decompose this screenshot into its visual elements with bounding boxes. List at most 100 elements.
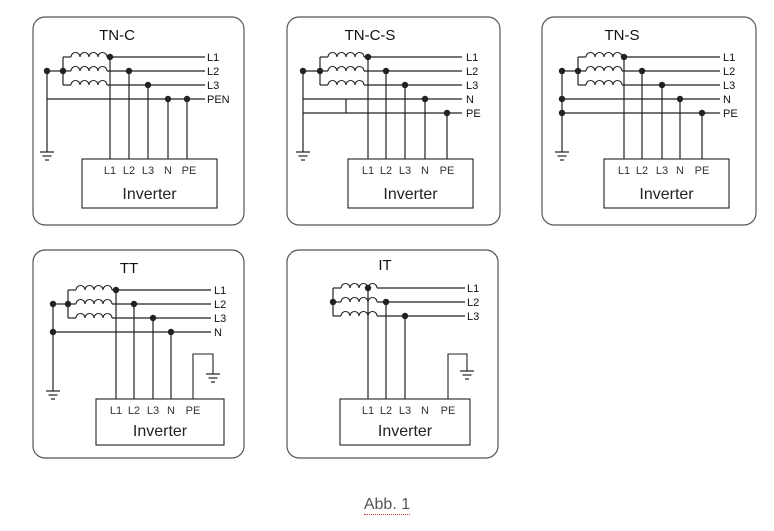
- inverter-box: [95, 398, 225, 446]
- junction-dot: [164, 95, 172, 103]
- panel-it: IT L1 L2 L3 L1 L2 L3 N PE Inverter: [286, 249, 499, 459]
- line-label: N: [466, 94, 474, 106]
- line-label: N: [723, 94, 731, 106]
- terminal-label: L3: [142, 165, 154, 177]
- terminal-label: L3: [147, 405, 159, 417]
- transformer-coil-icon: [327, 79, 365, 86]
- inverter-box: [603, 158, 730, 209]
- panel-tn-c: TN-C L1 L2 L3 PEN L1 L2 L3 N PE Inverter: [32, 16, 245, 226]
- inverter-box: [81, 158, 218, 209]
- transformer-coil-icon: [70, 79, 108, 86]
- junction-dot: [167, 328, 175, 336]
- line-label: L1: [467, 283, 479, 295]
- junction-dot: [144, 81, 152, 89]
- junction-dot: [125, 67, 133, 75]
- transformer-coil-icon: [327, 65, 365, 72]
- terminal-label: L2: [128, 405, 140, 417]
- panel-title: TN-C: [99, 27, 135, 44]
- junction-dot: [130, 300, 138, 308]
- terminal-label: PE: [695, 165, 710, 177]
- terminal-label: N: [167, 405, 175, 417]
- junction-dot: [558, 95, 566, 103]
- transformer-coil-icon: [75, 298, 113, 305]
- terminal-label: N: [164, 165, 172, 177]
- junction-dot: [558, 109, 566, 117]
- terminal-label: PE: [182, 165, 197, 177]
- panel-tt: TT L1 L2 L3 N L1 L2 L3 N PE Inverter: [32, 249, 245, 459]
- junction-dot: [382, 298, 390, 306]
- junction-dot: [112, 286, 120, 294]
- transformer-coil-icon: [75, 284, 113, 291]
- pe-earth-wire: [447, 353, 468, 399]
- line-label: L1: [466, 52, 478, 64]
- line-label: L2: [723, 66, 735, 78]
- terminal-label: L3: [399, 405, 411, 417]
- terminal-label: L2: [636, 165, 648, 177]
- line-label: L1: [207, 52, 219, 64]
- transformer-coil-icon: [70, 51, 108, 58]
- junction-dot: [364, 284, 372, 292]
- line-label: L3: [207, 80, 219, 92]
- terminal-label: L3: [656, 165, 668, 177]
- terminal-label: PE: [440, 165, 455, 177]
- line-label: L1: [723, 52, 735, 64]
- line-label: PE: [723, 108, 738, 120]
- inverter-box: [347, 158, 474, 209]
- line-label: L3: [214, 313, 226, 325]
- junction-dot: [149, 314, 157, 322]
- inverter-label: Inverter: [378, 423, 433, 440]
- terminal-label: L1: [618, 165, 630, 177]
- line-label: L2: [214, 299, 226, 311]
- junction-dot: [443, 109, 451, 117]
- junction-dot: [401, 312, 409, 320]
- junction-dot: [421, 95, 429, 103]
- junction-dot: [364, 53, 372, 61]
- inverter-label: Inverter: [383, 186, 438, 203]
- panel-title: TN-C-S: [345, 27, 396, 44]
- inverter-box: [339, 398, 471, 446]
- transformer-coil-icon: [327, 51, 365, 58]
- terminal-label: L2: [380, 405, 392, 417]
- line-label: PEN: [207, 94, 230, 106]
- panel-title: IT: [378, 257, 391, 274]
- junction-dot: [638, 67, 646, 75]
- junction-dot: [106, 53, 114, 61]
- junction-dot: [329, 298, 337, 306]
- line-label: PE: [466, 108, 481, 120]
- junction-dot: [676, 95, 684, 103]
- transformer-coil-icon: [585, 51, 623, 58]
- terminal-label: N: [421, 405, 429, 417]
- inverter-label: Inverter: [639, 186, 694, 203]
- panel-title: TN-S: [605, 27, 640, 44]
- inverter-label: Inverter: [133, 423, 188, 440]
- pe-earth-wire: [192, 353, 214, 399]
- terminal-label: L1: [110, 405, 122, 417]
- junction-dot: [698, 109, 706, 117]
- transformer-coil-icon: [585, 79, 623, 86]
- line-label: L1: [214, 285, 226, 297]
- transformer-coil-icon: [340, 296, 378, 303]
- terminal-label: N: [421, 165, 429, 177]
- junction-dot: [620, 53, 628, 61]
- line-label: L3: [723, 80, 735, 92]
- terminal-label: PE: [441, 405, 456, 417]
- terminal-label: L3: [399, 165, 411, 177]
- junction-dot: [183, 95, 191, 103]
- terminal-label: PE: [186, 405, 201, 417]
- figure-caption-text: Abb. 1: [363, 496, 411, 515]
- terminal-label: L2: [380, 165, 392, 177]
- transformer-coil-icon: [340, 310, 378, 317]
- line-label: L3: [467, 311, 479, 323]
- terminal-label: N: [676, 165, 684, 177]
- junction-dot: [401, 81, 409, 89]
- transformer-coil-icon: [70, 65, 108, 72]
- figure-caption: Abb. 1: [0, 496, 774, 515]
- terminal-label: L2: [123, 165, 135, 177]
- transformer-coil-icon: [585, 65, 623, 72]
- line-label: L3: [466, 80, 478, 92]
- transformer-coil-icon: [340, 282, 378, 289]
- junction-dot: [382, 67, 390, 75]
